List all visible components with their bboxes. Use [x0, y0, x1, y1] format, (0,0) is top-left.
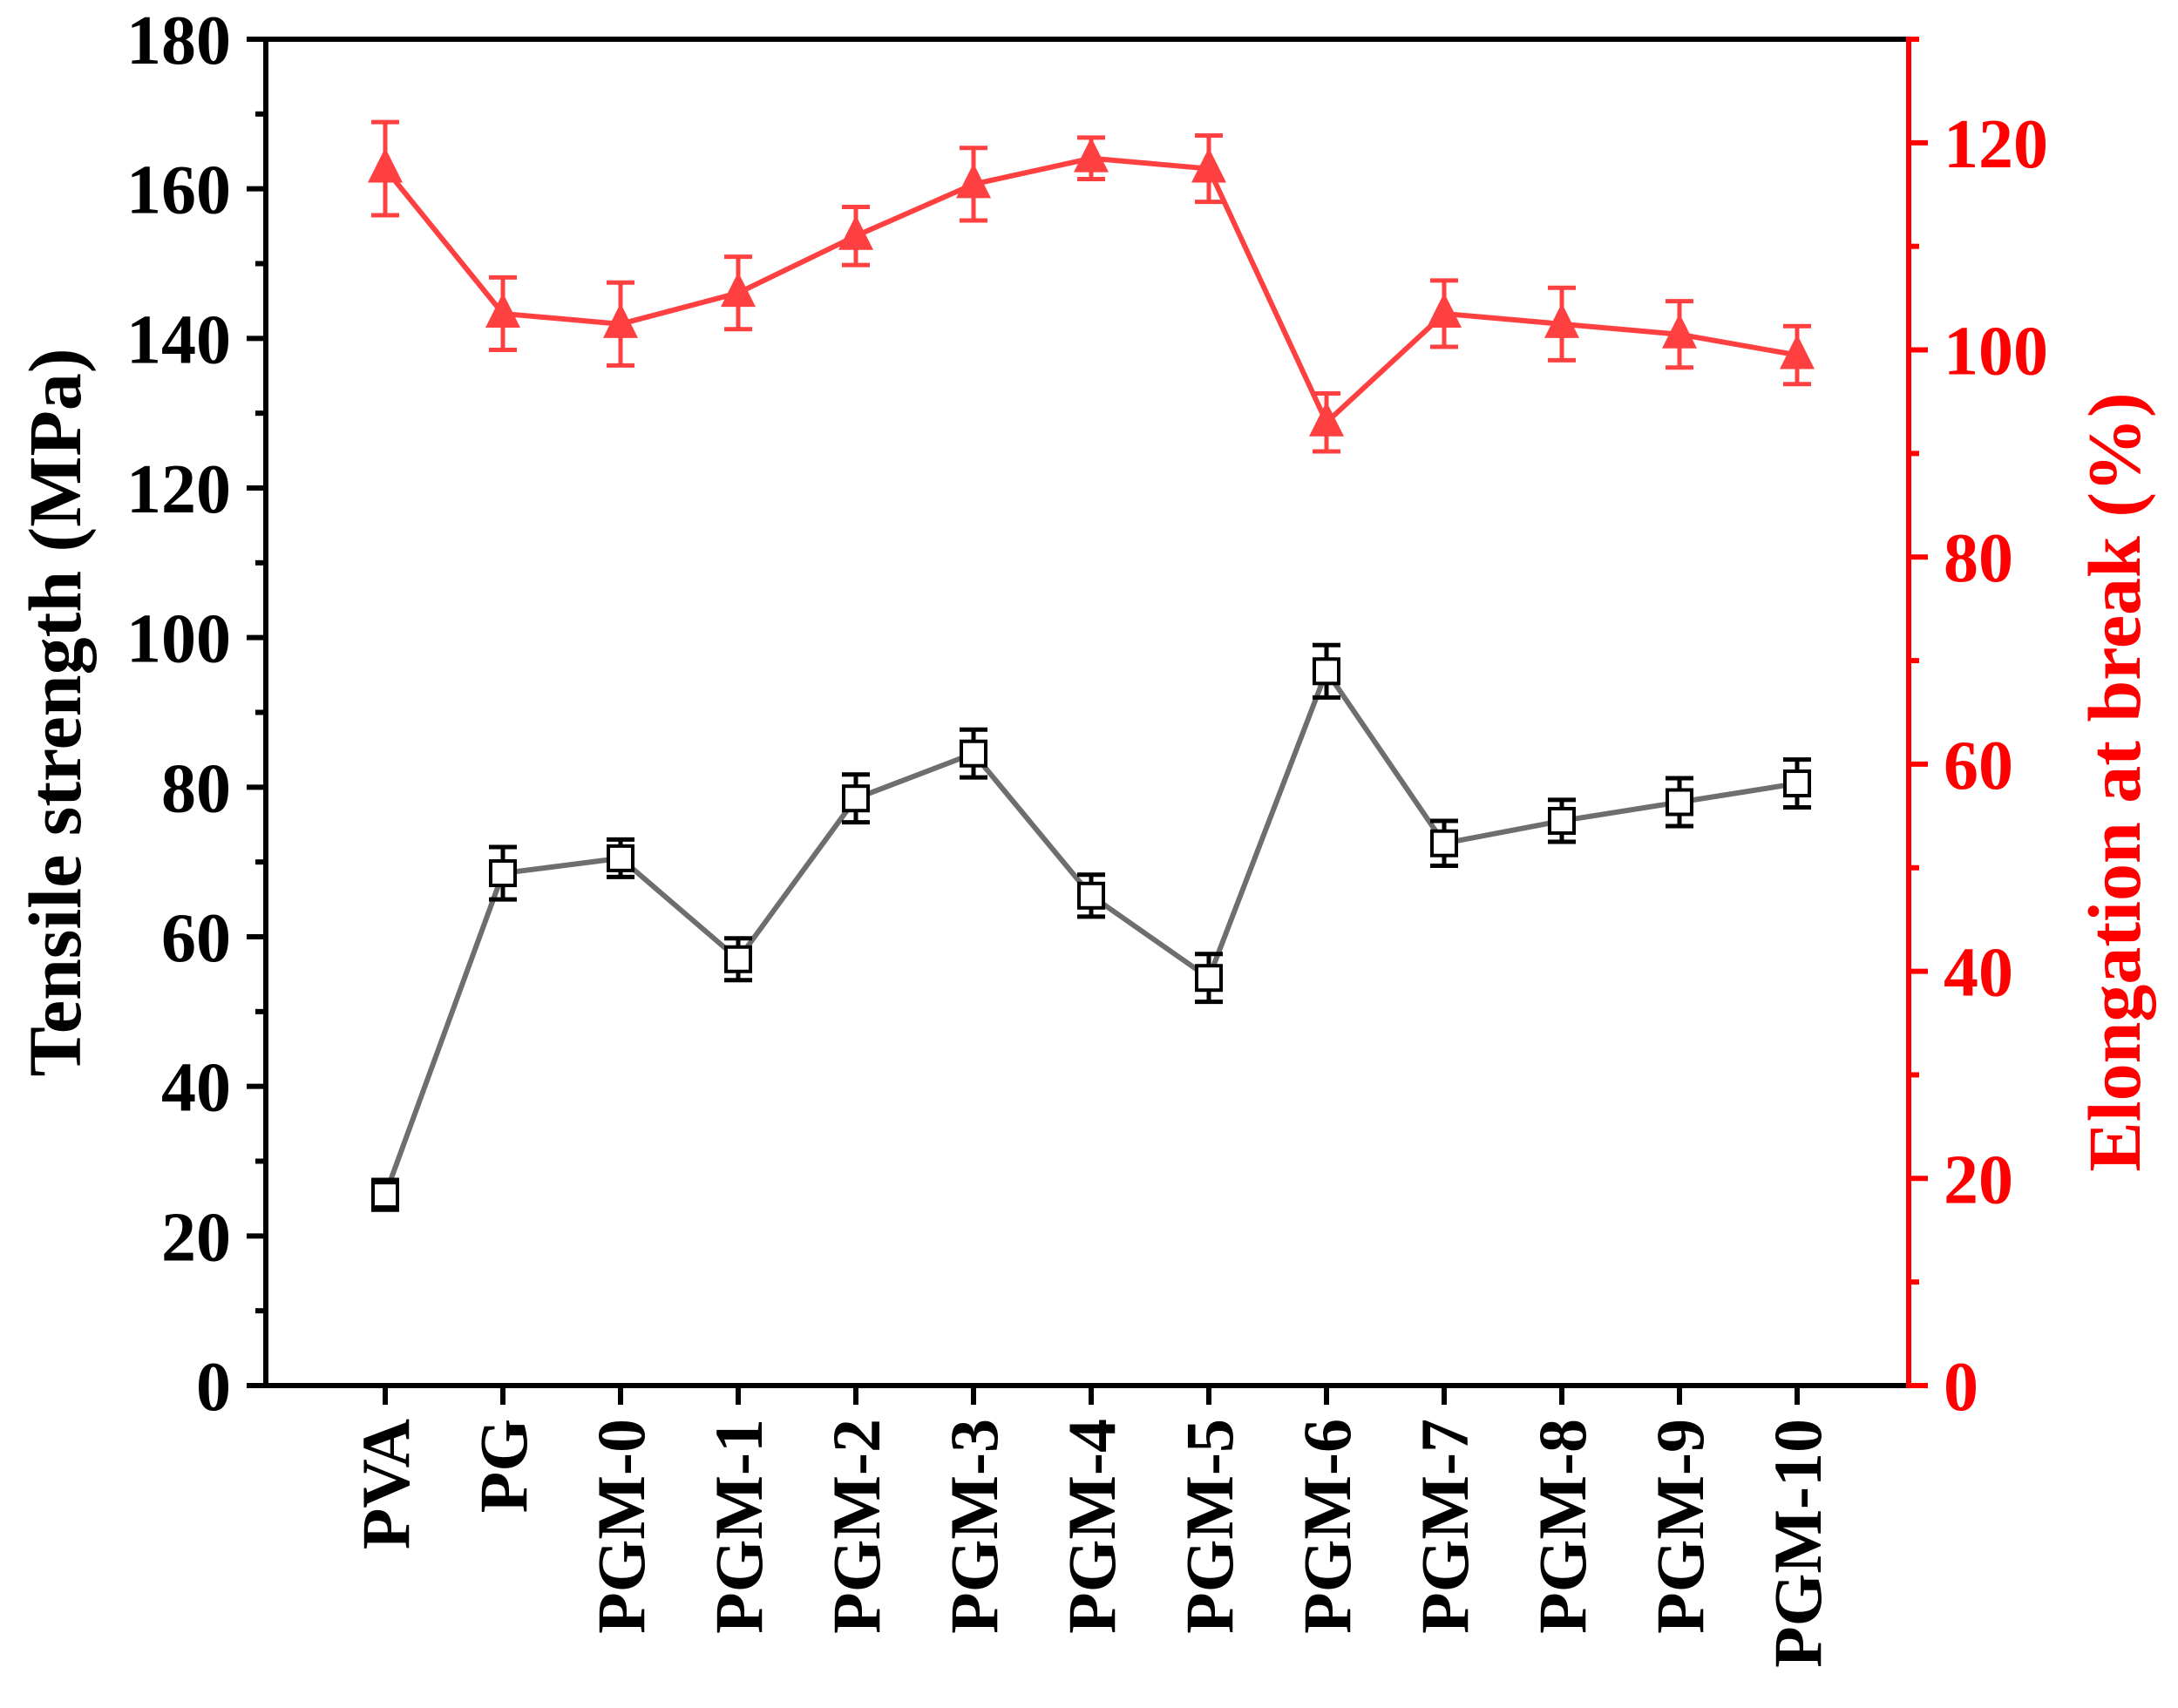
- left-tick-label: 20: [161, 1199, 231, 1276]
- x-category-label: PGM-0: [583, 1419, 659, 1634]
- x-category-label: PGM-8: [1524, 1419, 1600, 1634]
- right-tick-label: 120: [1944, 106, 2048, 183]
- elongation-point: [1544, 302, 1579, 338]
- tensile-strength-point: [960, 739, 987, 768]
- right-tick-label: 80: [1944, 520, 2013, 597]
- elongation-point: [1191, 147, 1226, 183]
- x-category-label: PGM-7: [1407, 1419, 1483, 1634]
- elongation-point: [1662, 313, 1697, 349]
- tensile-strength-point: [1077, 881, 1105, 910]
- elongation-point: [368, 147, 403, 183]
- right-tick-label: 60: [1944, 728, 2013, 804]
- x-category-label: PGM-5: [1171, 1419, 1247, 1634]
- x-category-label: PGM-9: [1642, 1419, 1718, 1634]
- elongation-point: [956, 163, 991, 199]
- right-tick-label: 40: [1944, 935, 2013, 1012]
- x-category-label: PGM-2: [818, 1419, 894, 1634]
- tensile-strength-point: [1313, 657, 1340, 686]
- left-tick-label: 80: [161, 750, 231, 827]
- left-tick-label: 160: [126, 152, 231, 229]
- left-tick-label: 120: [126, 451, 231, 528]
- x-category-label: PGM-6: [1289, 1419, 1365, 1634]
- elongation-point: [1780, 334, 1815, 369]
- tensile-strength-point: [1783, 769, 1811, 798]
- elongation-point: [721, 272, 756, 308]
- left-tick-label: 140: [126, 302, 231, 378]
- right-axis-title: Elongation at break (%): [2073, 392, 2156, 1171]
- elongation-point: [1427, 292, 1462, 328]
- left-tick-label: 60: [161, 900, 231, 977]
- elongation-point: [838, 214, 873, 250]
- elongation-line: [383, 155, 1798, 425]
- x-category-label: PVA: [348, 1419, 424, 1549]
- right-tick-label: 20: [1944, 1142, 2013, 1218]
- right-tick-label: 100: [1944, 314, 2048, 390]
- tensile-strength-line: [383, 668, 1798, 1196]
- tensile-strength-point: [1430, 829, 1458, 857]
- x-category-label: PGM-3: [936, 1419, 1012, 1634]
- tensile-strength-point: [607, 844, 634, 872]
- tensile-strength-point: [724, 945, 752, 973]
- elongation-point: [485, 292, 520, 328]
- tensile-strength-point: [842, 784, 870, 813]
- x-category-label: PGM-1: [701, 1419, 777, 1634]
- tensile-strength-point: [489, 859, 517, 888]
- tensile-strength-point: [1666, 788, 1693, 817]
- elongation-point: [1309, 401, 1344, 437]
- x-category-label: PGM-10: [1760, 1419, 1835, 1668]
- elongation-point: [1074, 137, 1109, 173]
- left-tick-label: 100: [126, 601, 231, 678]
- left-tick-label: 180: [126, 3, 231, 79]
- left-tick-label: 40: [161, 1050, 231, 1127]
- left-axis-title: Tensile strength (MPa): [13, 348, 97, 1076]
- tensile-strength-point: [1548, 806, 1576, 835]
- tensile-strength-point: [371, 1181, 399, 1210]
- right-tick-label: 0: [1944, 1349, 1978, 1426]
- x-category-label: PGM-4: [1054, 1419, 1130, 1634]
- tensile-strength-point: [1195, 964, 1223, 993]
- x-category-label: PG: [465, 1419, 541, 1513]
- left-tick-label: 0: [196, 1349, 231, 1426]
- elongation-point: [603, 302, 638, 338]
